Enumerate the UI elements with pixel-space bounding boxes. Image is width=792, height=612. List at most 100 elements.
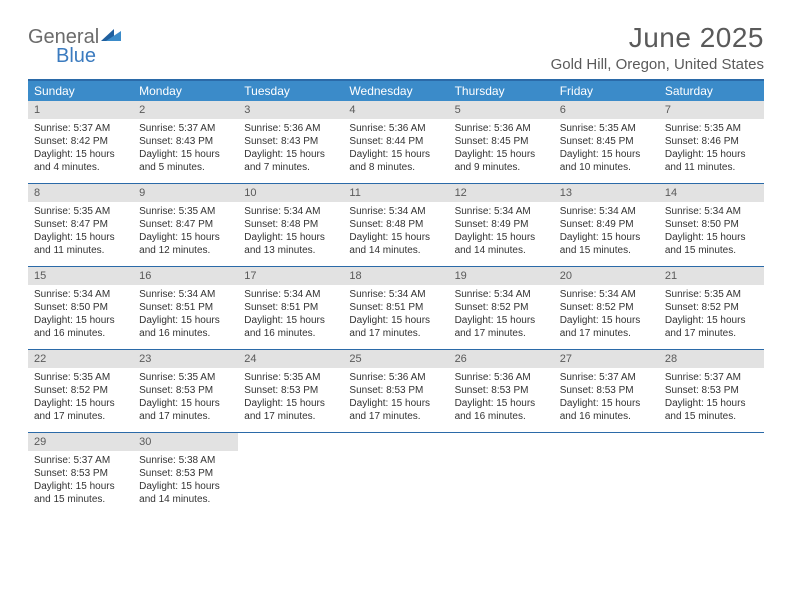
sunrise-text: Sunrise: 5:34 AM	[665, 205, 758, 218]
sunset-text: Sunset: 8:53 PM	[139, 384, 232, 397]
day-cell: 16Sunrise: 5:34 AMSunset: 8:51 PMDayligh…	[133, 267, 238, 349]
day-body: Sunrise: 5:35 AMSunset: 8:53 PMDaylight:…	[238, 368, 343, 429]
sunrise-text: Sunrise: 5:34 AM	[455, 288, 548, 301]
day-body: Sunrise: 5:34 AMSunset: 8:49 PMDaylight:…	[449, 202, 554, 263]
sunset-text: Sunset: 8:49 PM	[455, 218, 548, 231]
sunrise-text: Sunrise: 5:37 AM	[34, 454, 127, 467]
sunrise-text: Sunrise: 5:35 AM	[34, 205, 127, 218]
day-body: Sunrise: 5:37 AMSunset: 8:43 PMDaylight:…	[133, 119, 238, 180]
sunrise-text: Sunrise: 5:34 AM	[349, 205, 442, 218]
sunrise-text: Sunrise: 5:35 AM	[139, 205, 232, 218]
day-cell: 24Sunrise: 5:35 AMSunset: 8:53 PMDayligh…	[238, 350, 343, 432]
sunset-text: Sunset: 8:49 PM	[560, 218, 653, 231]
sunset-text: Sunset: 8:44 PM	[349, 135, 442, 148]
sunrise-text: Sunrise: 5:35 AM	[34, 371, 127, 384]
daylight-text: Daylight: 15 hours and 5 minutes.	[139, 148, 232, 174]
dow-sunday: Sunday	[28, 81, 133, 101]
dow-wednesday: Wednesday	[343, 81, 448, 101]
empty-cell	[449, 433, 554, 515]
day-body: Sunrise: 5:37 AMSunset: 8:53 PMDaylight:…	[659, 368, 764, 429]
day-number: 2	[133, 101, 238, 119]
day-cell: 6Sunrise: 5:35 AMSunset: 8:45 PMDaylight…	[554, 101, 659, 183]
day-body: Sunrise: 5:37 AMSunset: 8:42 PMDaylight:…	[28, 119, 133, 180]
day-number: 16	[133, 267, 238, 285]
day-body: Sunrise: 5:36 AMSunset: 8:53 PMDaylight:…	[449, 368, 554, 429]
day-body: Sunrise: 5:34 AMSunset: 8:51 PMDaylight:…	[238, 285, 343, 346]
sunrise-text: Sunrise: 5:36 AM	[349, 371, 442, 384]
day-number: 26	[449, 350, 554, 368]
day-cell: 2Sunrise: 5:37 AMSunset: 8:43 PMDaylight…	[133, 101, 238, 183]
sunset-text: Sunset: 8:48 PM	[349, 218, 442, 231]
sunrise-text: Sunrise: 5:36 AM	[349, 122, 442, 135]
day-cell: 20Sunrise: 5:34 AMSunset: 8:52 PMDayligh…	[554, 267, 659, 349]
sunset-text: Sunset: 8:52 PM	[665, 301, 758, 314]
daylight-text: Daylight: 15 hours and 11 minutes.	[665, 148, 758, 174]
day-cell: 29Sunrise: 5:37 AMSunset: 8:53 PMDayligh…	[28, 433, 133, 515]
sunset-text: Sunset: 8:50 PM	[34, 301, 127, 314]
day-cell: 5Sunrise: 5:36 AMSunset: 8:45 PMDaylight…	[449, 101, 554, 183]
sunset-text: Sunset: 8:53 PM	[455, 384, 548, 397]
daylight-text: Daylight: 15 hours and 17 minutes.	[34, 397, 127, 423]
daylight-text: Daylight: 15 hours and 16 minutes.	[139, 314, 232, 340]
day-body: Sunrise: 5:34 AMSunset: 8:48 PMDaylight:…	[238, 202, 343, 263]
week-row: 1Sunrise: 5:37 AMSunset: 8:42 PMDaylight…	[28, 101, 764, 184]
sunrise-text: Sunrise: 5:35 AM	[665, 288, 758, 301]
daylight-text: Daylight: 15 hours and 17 minutes.	[349, 314, 442, 340]
daylight-text: Daylight: 15 hours and 16 minutes.	[34, 314, 127, 340]
day-cell: 17Sunrise: 5:34 AMSunset: 8:51 PMDayligh…	[238, 267, 343, 349]
day-number: 7	[659, 101, 764, 119]
day-cell: 4Sunrise: 5:36 AMSunset: 8:44 PMDaylight…	[343, 101, 448, 183]
sunrise-text: Sunrise: 5:36 AM	[455, 371, 548, 384]
sunrise-text: Sunrise: 5:35 AM	[139, 371, 232, 384]
day-body: Sunrise: 5:36 AMSunset: 8:53 PMDaylight:…	[343, 368, 448, 429]
daylight-text: Daylight: 15 hours and 14 minutes.	[455, 231, 548, 257]
day-number: 13	[554, 184, 659, 202]
day-number: 1	[28, 101, 133, 119]
sunset-text: Sunset: 8:53 PM	[244, 384, 337, 397]
dow-thursday: Thursday	[449, 81, 554, 101]
dow-friday: Friday	[554, 81, 659, 101]
day-cell: 13Sunrise: 5:34 AMSunset: 8:49 PMDayligh…	[554, 184, 659, 266]
sunset-text: Sunset: 8:52 PM	[34, 384, 127, 397]
sunset-text: Sunset: 8:52 PM	[560, 301, 653, 314]
month-title: June 2025	[551, 22, 764, 54]
daylight-text: Daylight: 15 hours and 4 minutes.	[34, 148, 127, 174]
sunset-text: Sunset: 8:45 PM	[455, 135, 548, 148]
day-number: 8	[28, 184, 133, 202]
empty-cell	[238, 433, 343, 515]
day-body: Sunrise: 5:35 AMSunset: 8:47 PMDaylight:…	[133, 202, 238, 263]
sunrise-text: Sunrise: 5:34 AM	[244, 205, 337, 218]
day-number: 20	[554, 267, 659, 285]
daylight-text: Daylight: 15 hours and 11 minutes.	[34, 231, 127, 257]
daylight-text: Daylight: 15 hours and 14 minutes.	[139, 480, 232, 506]
dow-tuesday: Tuesday	[238, 81, 343, 101]
day-cell: 9Sunrise: 5:35 AMSunset: 8:47 PMDaylight…	[133, 184, 238, 266]
sunrise-text: Sunrise: 5:34 AM	[34, 288, 127, 301]
daylight-text: Daylight: 15 hours and 17 minutes.	[349, 397, 442, 423]
week-row: 8Sunrise: 5:35 AMSunset: 8:47 PMDaylight…	[28, 184, 764, 267]
sunrise-text: Sunrise: 5:36 AM	[244, 122, 337, 135]
sunset-text: Sunset: 8:53 PM	[34, 467, 127, 480]
sunrise-text: Sunrise: 5:34 AM	[244, 288, 337, 301]
day-number: 19	[449, 267, 554, 285]
daylight-text: Daylight: 15 hours and 10 minutes.	[560, 148, 653, 174]
day-body: Sunrise: 5:34 AMSunset: 8:52 PMDaylight:…	[554, 285, 659, 346]
day-body: Sunrise: 5:38 AMSunset: 8:53 PMDaylight:…	[133, 451, 238, 512]
daylight-text: Daylight: 15 hours and 17 minutes.	[244, 397, 337, 423]
day-body: Sunrise: 5:36 AMSunset: 8:44 PMDaylight:…	[343, 119, 448, 180]
logo-triangle-icon	[101, 26, 121, 46]
daylight-text: Daylight: 15 hours and 8 minutes.	[349, 148, 442, 174]
daylight-text: Daylight: 15 hours and 16 minutes.	[560, 397, 653, 423]
sunrise-text: Sunrise: 5:37 AM	[34, 122, 127, 135]
day-number: 9	[133, 184, 238, 202]
daylight-text: Daylight: 15 hours and 15 minutes.	[560, 231, 653, 257]
logo: General Blue	[28, 22, 121, 68]
day-number: 3	[238, 101, 343, 119]
day-cell: 15Sunrise: 5:34 AMSunset: 8:50 PMDayligh…	[28, 267, 133, 349]
sunset-text: Sunset: 8:53 PM	[665, 384, 758, 397]
day-number: 28	[659, 350, 764, 368]
day-number: 11	[343, 184, 448, 202]
day-body: Sunrise: 5:36 AMSunset: 8:43 PMDaylight:…	[238, 119, 343, 180]
sunset-text: Sunset: 8:47 PM	[139, 218, 232, 231]
page-header: General Blue June 2025 Gold Hill, Oregon…	[28, 22, 764, 73]
